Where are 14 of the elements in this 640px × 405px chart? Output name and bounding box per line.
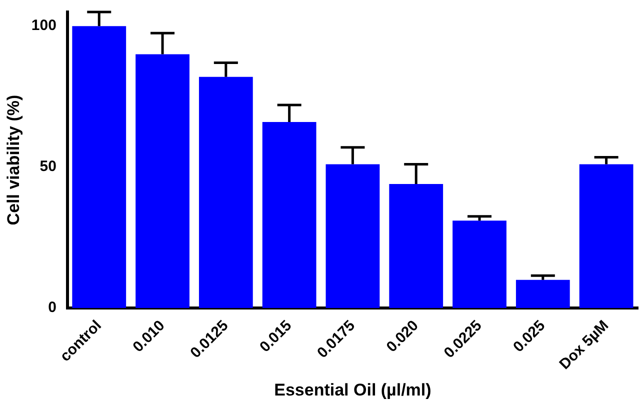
- y-axis-title: Cell viability (%): [4, 94, 23, 226]
- bar: [262, 122, 316, 308]
- bar: [452, 220, 506, 308]
- bar: [579, 164, 634, 308]
- bar: [72, 26, 126, 308]
- bar: [136, 54, 190, 308]
- bar: [198, 76, 253, 308]
- x-axis-title: Essential Oil (µl/ml): [274, 380, 432, 400]
- y-tick-label: 100: [31, 17, 56, 34]
- bar: [326, 164, 380, 308]
- y-tick-label: 0: [48, 299, 56, 316]
- y-tick-label: 50: [40, 158, 56, 176]
- bar: [389, 184, 444, 308]
- bar: [516, 280, 570, 308]
